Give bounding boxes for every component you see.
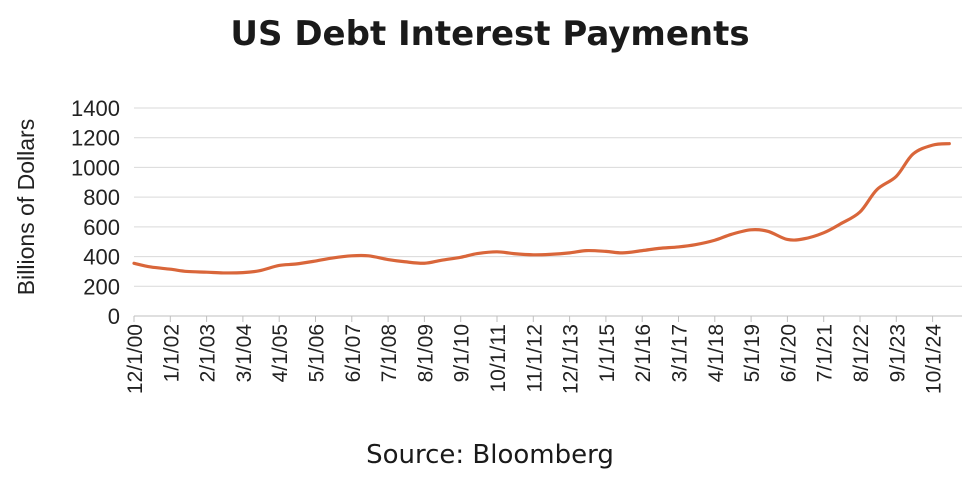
x-tick-label: 12/1/00: [124, 324, 147, 394]
x-tick-label: 10/1/24: [923, 324, 946, 394]
x-tick-label: 10/1/11: [487, 324, 510, 393]
x-tick-label: 9/1/23: [886, 324, 909, 382]
x-tick-label: 1/1/15: [596, 324, 619, 382]
x-tick-label: 7/1/21: [814, 324, 837, 382]
x-tick-label: 1/1/02: [160, 324, 183, 382]
y-tick-label: 800: [83, 185, 120, 210]
y-tick-label: 1200: [71, 126, 120, 151]
y-tick-label: 600: [83, 215, 120, 240]
x-tick-label: 3/1/17: [669, 324, 692, 382]
x-tick-label: 6/1/07: [342, 324, 365, 382]
x-tick-label: 8/1/09: [414, 324, 437, 382]
y-tick-label: 0: [108, 304, 120, 329]
x-tick-label: 3/1/04: [233, 324, 256, 383]
y-tick-label: 1400: [71, 96, 120, 121]
grid-lines: [134, 107, 962, 287]
x-tick-label: 7/1/08: [378, 324, 401, 382]
y-axis-ticks: 0 200 400 600 800 1000 1200 1400: [71, 96, 120, 329]
x-axis-ticks: 12/1/00 1/1/02 2/1/03 3/1/04 4/1/05 5/1/06 6/1…: [124, 324, 946, 394]
line-chart: 0 200 400 600 800 1000 1200 1400 12/1/00 1/1/02 2…: [13, 96, 962, 394]
y-tick-label: 200: [83, 274, 120, 299]
chart-title: US Debt Interest Payments: [230, 14, 750, 54]
x-tick-label: 5/1/19: [741, 324, 764, 382]
x-tick-label: 5/1/06: [306, 324, 329, 382]
x-tick-label: 11/1/12: [523, 324, 546, 393]
x-tick-label: 6/1/20: [777, 324, 800, 382]
x-tick-label: 4/1/18: [705, 324, 728, 382]
series-line: [132, 142, 951, 275]
x-tick-label: 4/1/05: [269, 324, 292, 382]
x-tick-label: 2/1/16: [632, 324, 655, 382]
x-tick-label: 2/1/03: [197, 324, 220, 382]
x-tick-label: 12/1/13: [560, 324, 583, 394]
y-tick-label: 400: [83, 245, 120, 270]
y-tick-label: 1000: [71, 155, 120, 180]
x-tick-label: 9/1/10: [451, 324, 474, 382]
source-note: Source: Bloomberg: [366, 440, 614, 470]
y-axis-label: Billions of Dollars: [13, 119, 39, 295]
x-axis: [133, 315, 962, 322]
x-tick-label: 8/1/22: [850, 324, 873, 382]
